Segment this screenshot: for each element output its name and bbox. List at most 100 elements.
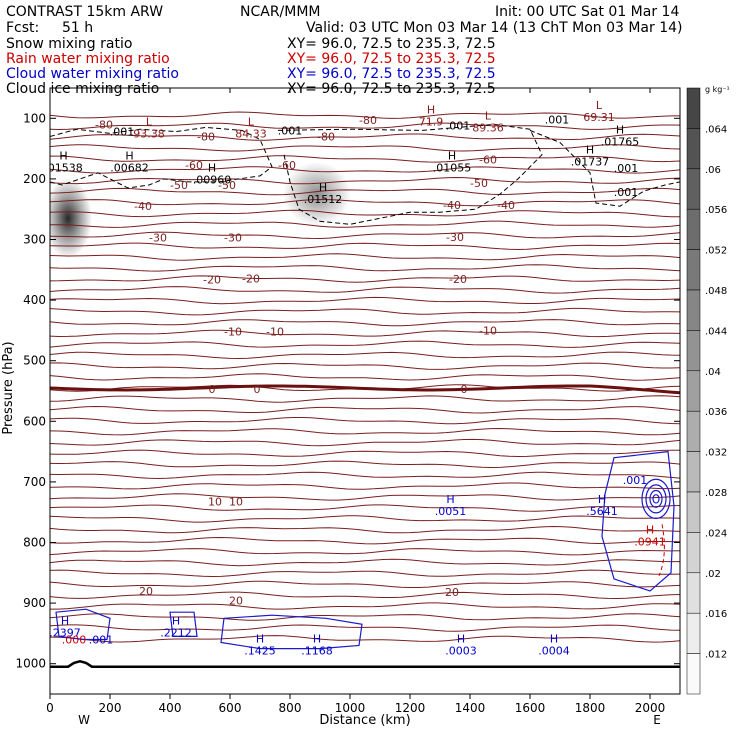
isotherm-line [50, 417, 680, 425]
extremum-marker: L [596, 99, 603, 112]
colorbar-bin [686, 87, 701, 129]
east-label: E [653, 713, 661, 727]
isotherm-line [50, 624, 680, 632]
isotherm-line [50, 264, 680, 272]
isotherm-line [50, 460, 680, 469]
isotherm-label: -30 [446, 231, 464, 244]
colorbar-bin [686, 410, 701, 452]
isotherm-line [50, 395, 680, 403]
extremum-marker: H [313, 632, 321, 645]
extremum-marker: L [485, 110, 492, 123]
colorbar-label: .06 [705, 165, 721, 176]
cloud-water-contour [645, 484, 667, 514]
header-model: CONTRAST 15km ARW [6, 4, 164, 20]
header-fcst-value: 51 h [62, 20, 94, 36]
extremum-marker: H [550, 632, 558, 645]
colorbar-label: .036 [705, 407, 727, 418]
contour-value-label: .001 [278, 124, 303, 137]
colorbar-label: .016 [705, 609, 727, 620]
extremum-marker: L [146, 116, 153, 129]
isotherm-label: -60 [185, 159, 203, 172]
isotherm-line [50, 493, 680, 501]
field-xy-rain: XY= 96.0, 72.5 to 235.3, 72.5 [287, 51, 496, 67]
terrain-line [50, 660, 680, 668]
colorbar-units: g kg⁻¹ [705, 85, 730, 94]
cloud-water-contour [220, 614, 363, 650]
isotherm-label: 10 [229, 495, 243, 508]
extremum-marker: H [427, 103, 435, 116]
isotherm-line [50, 536, 680, 545]
zero-isotherm-line [50, 384, 680, 395]
extremum-marker: H [586, 143, 594, 156]
contour-value-label: .001 [614, 186, 639, 199]
colorbar-bin [686, 572, 701, 614]
y-tick-label: 100 [23, 111, 46, 125]
isotherm-label: -80 [317, 130, 335, 143]
colorbar-label: .02 [705, 569, 721, 580]
colorbar-label: .04 [705, 367, 721, 378]
x-axis-title: Distance (km) [319, 713, 410, 728]
isotherm-line [50, 548, 680, 556]
extremum-marker: H [616, 123, 624, 136]
extremum-value: .00682 [110, 162, 149, 175]
field-name-snow: Snow mixing ratio [6, 36, 133, 52]
header-fcst-label: Fcst: [6, 20, 40, 36]
colorbar-label: .064 [705, 124, 727, 135]
y-tick-label: 200 [23, 172, 46, 186]
extremum-value: .01512 [304, 193, 343, 206]
isotherm-line [50, 198, 680, 207]
extremum-value: .01055 [433, 162, 472, 175]
isotherm-label: -40 [134, 200, 152, 213]
isotherm-line [50, 449, 680, 458]
extremum-value: .01737 [571, 155, 610, 168]
colorbar-bin [686, 451, 701, 493]
ice-contour [277, 123, 543, 225]
isotherm-line [50, 613, 680, 621]
extremum-value: .1168 [301, 644, 333, 657]
colorbar-label: .012 [705, 650, 727, 661]
field-xy-cloud-water: XY= 96.0, 72.5 to 235.3, 72.5 [287, 66, 496, 82]
x-tick-label: 1200 [395, 701, 426, 715]
extremum-value: .5641 [586, 505, 618, 518]
isotherm-line [50, 253, 680, 261]
extremum-value: .0941 [634, 535, 666, 548]
rain-contour [658, 524, 665, 577]
isotherm-label: 20 [445, 586, 459, 599]
header-init: Init: 00 UTC Sat 01 Mar 14 [495, 4, 680, 20]
isotherm-line [50, 209, 680, 218]
isotherm-label: -10 [479, 324, 497, 337]
field-xy-cloud-ice: XY= 96.0, 72.5 to 235.3, 72.5 [287, 81, 496, 97]
isotherm-label: -60 [278, 159, 296, 172]
x-tick-label: 800 [279, 701, 302, 715]
extremum-marker: H [319, 181, 327, 194]
ice-contour [529, 129, 680, 207]
x-tick-label: 600 [219, 701, 242, 715]
extremum-marker: H [61, 614, 69, 627]
isotherm-line [50, 296, 680, 305]
x-tick-label: 200 [99, 701, 122, 715]
colorbar-label: .028 [705, 488, 727, 499]
isotherm-label: -40 [497, 199, 515, 212]
isotherm-line [50, 438, 680, 447]
colorbar-label: .056 [705, 205, 727, 216]
extremum-marker: H [646, 523, 654, 536]
extremum-value: 93.38 [133, 128, 165, 141]
isotherm-label: 20 [139, 585, 153, 598]
plot-area: -80 -80 -80 -80 -60 -60 -60 -50 -50 -50 -40 -40 -40 -… [50, 99, 680, 668]
header-org: NCAR/MMM [240, 4, 321, 20]
isotherm-label: -60 [479, 154, 497, 167]
colorbar-bin [686, 128, 701, 170]
extremum-value: .0004 [538, 644, 570, 657]
isotherm-label: -10 [224, 326, 242, 339]
extremum-marker: H [256, 632, 264, 645]
extremum-marker: H [125, 150, 133, 163]
isotherm-label: -80 [197, 130, 215, 143]
contour-value-label: .001 [110, 126, 135, 139]
extremum-marker: H [446, 493, 454, 506]
isotherm-line [50, 482, 680, 490]
isotherm-label: -20 [242, 272, 260, 285]
isotherm-line [50, 286, 680, 294]
y-tick-label: 600 [23, 414, 46, 428]
isotherm-label: -20 [203, 273, 221, 286]
